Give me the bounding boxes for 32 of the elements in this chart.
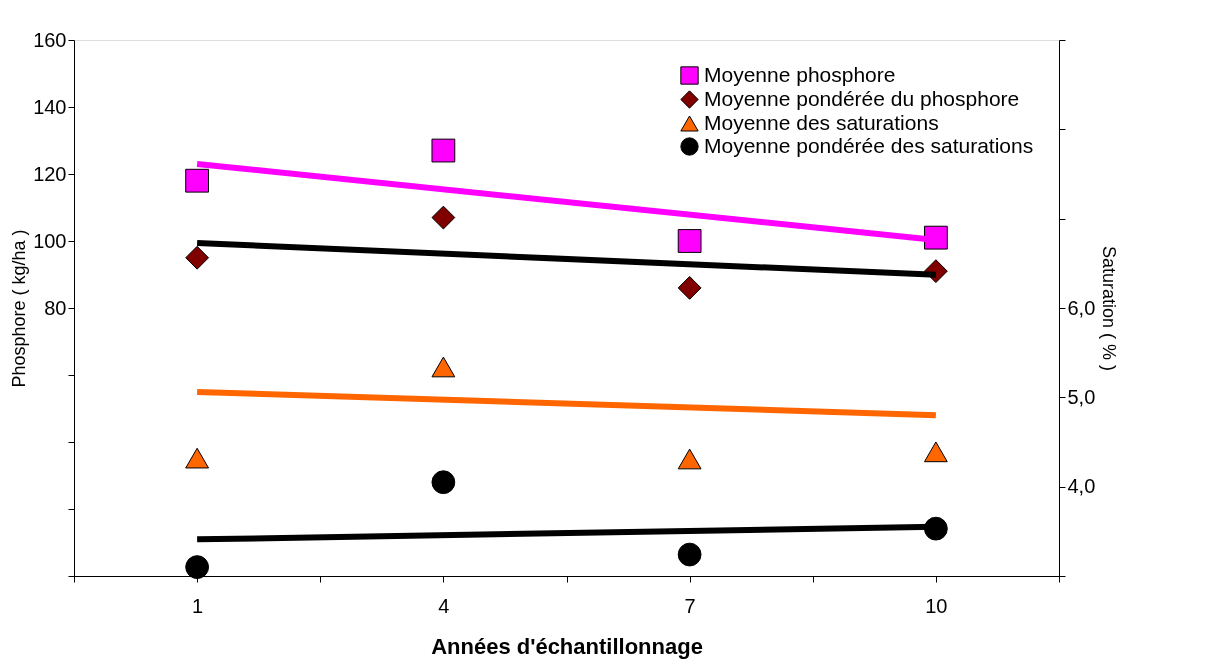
point [185,447,210,469]
y2-tick-label: 6,0 [1067,296,1096,319]
x-tick-label: 1 [192,594,204,617]
legend-label: Moyenne phosphore [704,62,896,86]
x-tick-label: 4 [438,594,450,617]
point [431,356,456,378]
x-axis-title: Années d'échantillonnage [431,633,703,659]
y2-tick-label: 5,0 [1067,385,1096,408]
legend-label: Moyenne pondérée du phosphore [704,86,1020,110]
legend-label: Moyenne des saturations [704,110,939,134]
y-tick-label: 160 [33,28,67,51]
point [677,276,702,300]
point [431,138,456,163]
x-tick-label: 10 [925,594,948,617]
point [431,470,456,495]
y-tick-label: 80 [44,296,67,319]
point [677,229,702,253]
y-axis-title: Phosphore ( kg/ha ) [9,229,30,388]
point [677,448,702,470]
y-tick-label: 140 [33,95,67,118]
point [923,441,948,463]
point [185,245,210,270]
point [185,555,210,579]
x-tick-label: 7 [684,594,696,617]
legend-label: Moyenne pondérée des saturations [704,133,1034,157]
y-tick-label: 120 [33,162,67,185]
y-tick-label: 100 [33,229,67,252]
point [677,542,702,567]
point [431,205,456,230]
point [185,168,210,193]
y2-tick-label: 4,0 [1067,475,1096,498]
y2-axis-title: Saturation ( % ) [1099,245,1120,372]
